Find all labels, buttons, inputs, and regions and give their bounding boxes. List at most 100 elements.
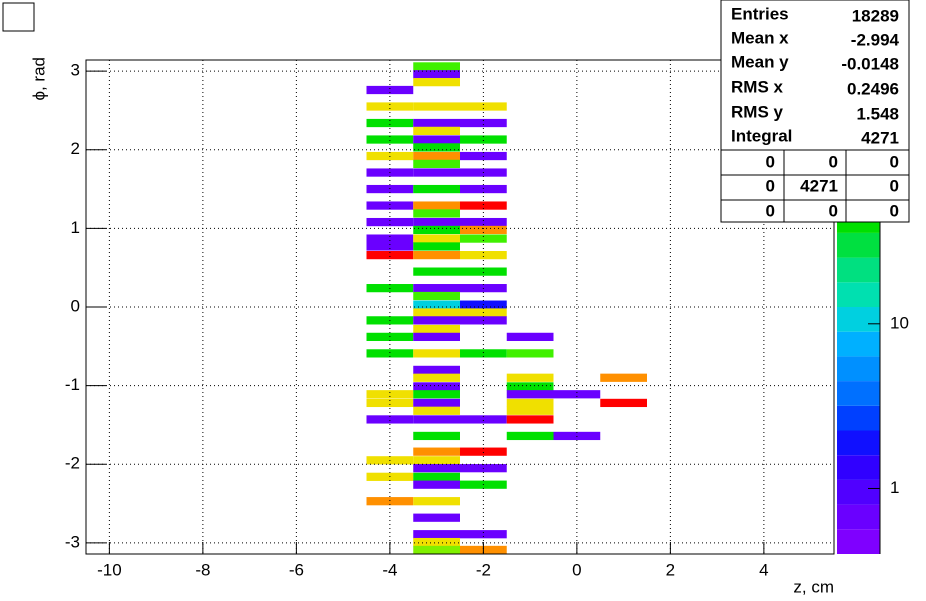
- cell: [460, 201, 507, 210]
- cell: [413, 143, 460, 152]
- cell: [413, 537, 460, 547]
- stats-frame: [720, 0, 910, 223]
- cell: [366, 184, 414, 194]
- stat-name: Mean x: [731, 28, 789, 47]
- cell: [460, 530, 507, 539]
- cell: [506, 390, 554, 399]
- cell: [366, 349, 414, 358]
- y-tick-label: 3: [71, 61, 80, 80]
- cell: [413, 406, 460, 415]
- y-tick-label: -3: [65, 532, 80, 551]
- cell: [366, 242, 414, 251]
- cell: [413, 70, 460, 79]
- cell: [413, 382, 460, 391]
- cell: [460, 234, 507, 243]
- palette-band: [837, 479, 880, 505]
- stat-value: 18289: [852, 6, 899, 25]
- overflow-cell: 0: [829, 201, 838, 220]
- overflow-cell: 4271: [800, 176, 838, 195]
- palette-band: [837, 405, 880, 431]
- overflow-cell: 0: [766, 152, 775, 171]
- cell: [506, 349, 554, 358]
- stat-value: -2.994: [851, 30, 900, 49]
- cell: [413, 316, 460, 325]
- palette-band: [837, 504, 880, 530]
- cell: [413, 415, 460, 424]
- overflow-cell: 0: [890, 201, 899, 220]
- cell: [600, 398, 647, 408]
- x-tick-label: -6: [289, 560, 304, 579]
- cell: [413, 431, 460, 441]
- cell: [366, 201, 414, 210]
- stat-value: -0.0148: [841, 54, 899, 73]
- cell: [413, 308, 460, 317]
- cell: [413, 480, 460, 489]
- cells: [366, 62, 647, 555]
- palette-band: [837, 282, 880, 307]
- palette-band: [837, 529, 880, 554]
- z-tick-label: 10: [890, 313, 909, 332]
- cell: [413, 267, 460, 276]
- cell: [460, 415, 507, 424]
- cell: [366, 118, 414, 128]
- cell: [413, 168, 460, 177]
- cell: [413, 217, 460, 227]
- cell: [366, 497, 414, 506]
- cell: [366, 102, 414, 111]
- cell: [413, 456, 460, 465]
- y-tick-label: 0: [71, 296, 80, 315]
- cell: [413, 332, 460, 341]
- cell: [460, 267, 507, 276]
- cell: [413, 373, 460, 382]
- cell: [413, 126, 460, 136]
- cell: [413, 184, 460, 194]
- cell: [413, 398, 460, 408]
- cell: [366, 250, 414, 260]
- cell: [413, 472, 460, 481]
- palette-band: [837, 381, 880, 406]
- x-tick-label: -10: [97, 560, 122, 579]
- cell: [460, 225, 507, 235]
- palette-band: [837, 430, 880, 456]
- cell: [413, 284, 460, 293]
- cell: [460, 118, 507, 128]
- palette-band: [837, 307, 880, 332]
- cell: [413, 349, 460, 358]
- stat-name: RMS y: [731, 102, 784, 121]
- stat-name: Entries: [731, 4, 789, 23]
- y-tick-label: 2: [71, 139, 80, 158]
- palette-band: [837, 356, 880, 382]
- cell: [413, 151, 460, 161]
- cell: [413, 102, 460, 111]
- cell: [413, 291, 460, 301]
- cell: [366, 398, 414, 408]
- cell: [413, 250, 460, 260]
- x-tick-label: 4: [759, 560, 768, 579]
- cell: [413, 225, 460, 235]
- cell: [413, 159, 460, 169]
- cell: [553, 390, 601, 399]
- cell: [413, 464, 460, 473]
- x-tick-label: 0: [572, 560, 581, 579]
- stats-box: Entries 18289 Mean x -2.994 Mean y -0.0148 RMS…: [720, 0, 910, 223]
- cell: [366, 85, 414, 95]
- palette-band: [837, 257, 880, 283]
- x-tick-label: -2: [476, 560, 491, 579]
- y-tick-label: -2: [65, 454, 80, 473]
- cell: [366, 234, 414, 243]
- overflow-cell: 0: [766, 176, 775, 195]
- cell: [413, 242, 460, 251]
- cell: [413, 324, 460, 334]
- y-axis-title: ϕ, rad: [29, 57, 48, 101]
- cell: [506, 431, 554, 441]
- palette-band: [837, 331, 880, 357]
- cell: [413, 390, 460, 399]
- cell: [366, 135, 414, 144]
- overflow-cell: 0: [890, 176, 899, 195]
- palette-band: [837, 455, 880, 480]
- cell: [460, 184, 507, 194]
- cell: [460, 250, 507, 260]
